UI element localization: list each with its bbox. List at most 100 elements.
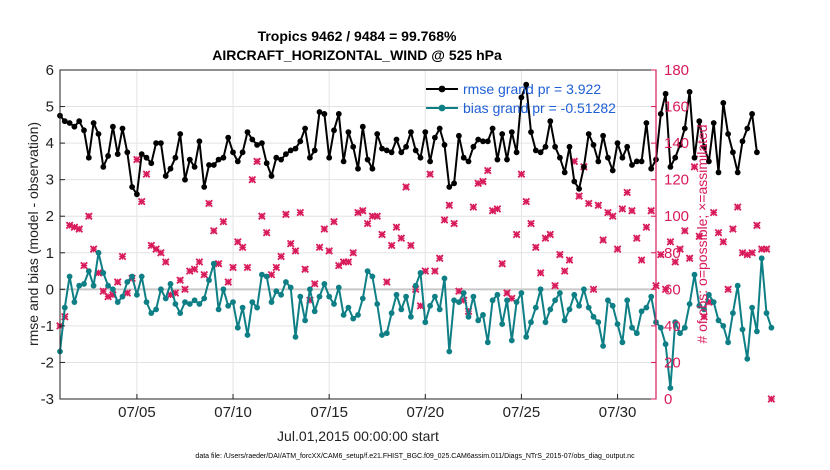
bias-point-3 xyxy=(71,299,78,305)
rmse-point-88 xyxy=(480,138,486,145)
y-left-tick-label-3: 0 xyxy=(46,281,54,298)
bias-point-51 xyxy=(302,317,308,324)
obs-marker-73 xyxy=(407,241,415,250)
obs-marker-120 xyxy=(632,234,641,242)
rmse-point-115 xyxy=(609,167,616,174)
rmse-point-58 xyxy=(335,111,342,117)
rmse-point-36 xyxy=(230,149,236,156)
rmse-point-104 xyxy=(557,154,563,161)
rmse-point-3 xyxy=(71,123,78,130)
rmse-point-139 xyxy=(725,131,731,137)
bias-point-13 xyxy=(119,293,126,300)
bias-point-146 xyxy=(758,255,765,262)
rmse-point-129 xyxy=(677,142,683,148)
obs-marker-21 xyxy=(157,248,165,257)
bias-point-28 xyxy=(191,297,198,304)
bias-point-87 xyxy=(475,317,482,324)
rmse-point-120 xyxy=(633,158,640,165)
obs-marker-29 xyxy=(195,258,204,266)
rmse-point-134 xyxy=(701,143,707,150)
rmse-point-17 xyxy=(138,151,145,158)
bias-point-60 xyxy=(345,304,352,311)
bias-point-16 xyxy=(134,291,140,298)
rmse-point-26 xyxy=(182,176,188,183)
obs-marker-53 xyxy=(310,280,319,288)
obs-marker-72 xyxy=(402,183,410,191)
obs-marker-43 xyxy=(262,228,271,237)
rmse-point-95 xyxy=(513,149,520,156)
bias-point-143 xyxy=(744,355,751,362)
obs-marker-48 xyxy=(286,239,295,248)
rmse-point-35 xyxy=(225,134,232,141)
y-left-tick-label-4: 1 xyxy=(46,245,54,262)
bias-point-118 xyxy=(624,297,631,304)
bias-point-14 xyxy=(124,279,131,285)
bias-point-9 xyxy=(100,270,107,276)
bias-point-78 xyxy=(432,293,438,300)
rmse-point-108 xyxy=(576,185,582,192)
y-axis-right-label: # of obs: o=possible; ×=assimilated xyxy=(694,124,710,343)
obs-marker-56 xyxy=(325,247,333,255)
rmse-point-37 xyxy=(234,158,241,165)
rmse-point-18 xyxy=(143,154,150,161)
obs-marker-69 xyxy=(387,241,396,250)
bias-point-6 xyxy=(85,268,92,274)
bias-point-123 xyxy=(648,293,655,300)
rmse-point-143 xyxy=(744,125,751,132)
rmse-point-2 xyxy=(66,120,73,126)
rmse-point-89 xyxy=(484,138,491,145)
obs-marker-110 xyxy=(584,199,593,208)
y-left-tick-label-7: 4 xyxy=(46,135,54,152)
rmse-point-97 xyxy=(523,81,530,88)
bias-point-64 xyxy=(364,268,371,274)
rmse-point-56 xyxy=(326,154,333,161)
rmse-point-63 xyxy=(359,123,366,130)
obs-marker-117 xyxy=(618,205,627,213)
obs-marker-129 xyxy=(676,245,684,253)
data-file-footnote: data file: /Users/raeder/DAI/ATM_forcXX/… xyxy=(195,453,635,460)
rmse-point-24 xyxy=(172,154,179,161)
y-right-tick-label-2: 40 xyxy=(664,318,681,335)
bias-point-77 xyxy=(427,302,433,309)
obs-marker-17 xyxy=(137,197,146,206)
rmse-point-123 xyxy=(648,165,655,172)
bias-point-95 xyxy=(513,299,520,305)
obs-marker-119 xyxy=(628,206,636,215)
rmse-point-80 xyxy=(441,142,448,148)
obs-marker-132 xyxy=(690,163,699,171)
bias-point-141 xyxy=(734,282,741,289)
obs-marker-139 xyxy=(724,285,732,294)
rmse-point-7 xyxy=(90,120,97,126)
obs-marker-35 xyxy=(224,278,233,286)
obs-marker-97 xyxy=(522,197,531,206)
rmse-point-71 xyxy=(398,149,405,156)
bias-point-128 xyxy=(672,319,679,326)
obs-marker-99 xyxy=(532,243,540,252)
rmse-point-144 xyxy=(749,111,755,117)
obs-marker-25 xyxy=(176,276,184,285)
rmse-point-79 xyxy=(436,125,443,132)
bias-point-115 xyxy=(609,302,616,309)
rmse-point-61 xyxy=(350,143,357,150)
rmse-point-86 xyxy=(470,143,477,150)
bias-point-29 xyxy=(196,301,203,307)
rmse-point-60 xyxy=(345,129,352,136)
bias-point-46 xyxy=(278,291,284,298)
obs-marker-95 xyxy=(512,230,521,239)
obs-marker-131 xyxy=(685,254,694,263)
rmse-point-76 xyxy=(422,129,429,136)
bias-point-119 xyxy=(629,324,635,331)
bias-point-1 xyxy=(61,304,68,311)
rmse-point-52 xyxy=(307,154,313,161)
obs-marker-102 xyxy=(546,230,555,239)
bias-point-112 xyxy=(595,319,602,326)
y-left-tick-label-9: 6 xyxy=(46,62,54,79)
obs-marker-26 xyxy=(181,285,189,294)
bias-point-114 xyxy=(605,297,611,304)
rmse-point-145 xyxy=(754,149,760,156)
rmse-point-16 xyxy=(134,191,140,198)
rmse-point-99 xyxy=(532,147,539,154)
obs-marker-64 xyxy=(363,219,372,228)
bias-point-52 xyxy=(307,286,313,293)
rmse-point-107 xyxy=(571,178,578,185)
